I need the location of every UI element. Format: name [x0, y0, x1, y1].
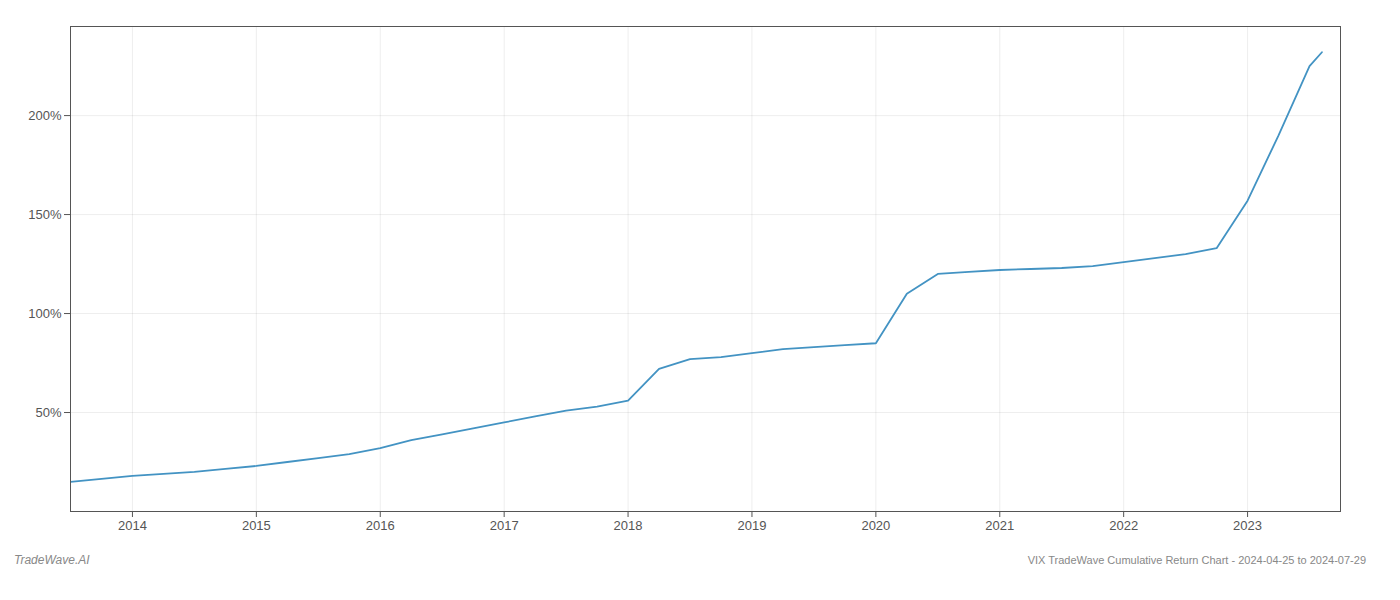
- svg-text:2018: 2018: [614, 518, 643, 533]
- svg-text:50%: 50%: [35, 405, 61, 420]
- html-text:VIX TradeWave Cumulative Retur: VIX TradeWave Cumulative Return Chart - …: [1027, 554, 1366, 566]
- svg-text:2016: 2016: [366, 518, 395, 533]
- svg-text:2015: 2015: [242, 518, 271, 533]
- html-text:TradeWave.AI: TradeWave.AI: [14, 553, 90, 567]
- svg-text:2014: 2014: [118, 518, 147, 533]
- svg-text:2019: 2019: [738, 518, 767, 533]
- svg-text:2021: 2021: [985, 518, 1014, 533]
- svg-text:200%: 200%: [28, 108, 62, 123]
- svg-text:150%: 150%: [28, 207, 62, 222]
- svg-text:100%: 100%: [28, 306, 62, 321]
- svg-text:2017: 2017: [490, 518, 519, 533]
- svg-text:2020: 2020: [861, 518, 890, 533]
- svg-text:2022: 2022: [1109, 518, 1138, 533]
- svg-text:2023: 2023: [1233, 518, 1262, 533]
